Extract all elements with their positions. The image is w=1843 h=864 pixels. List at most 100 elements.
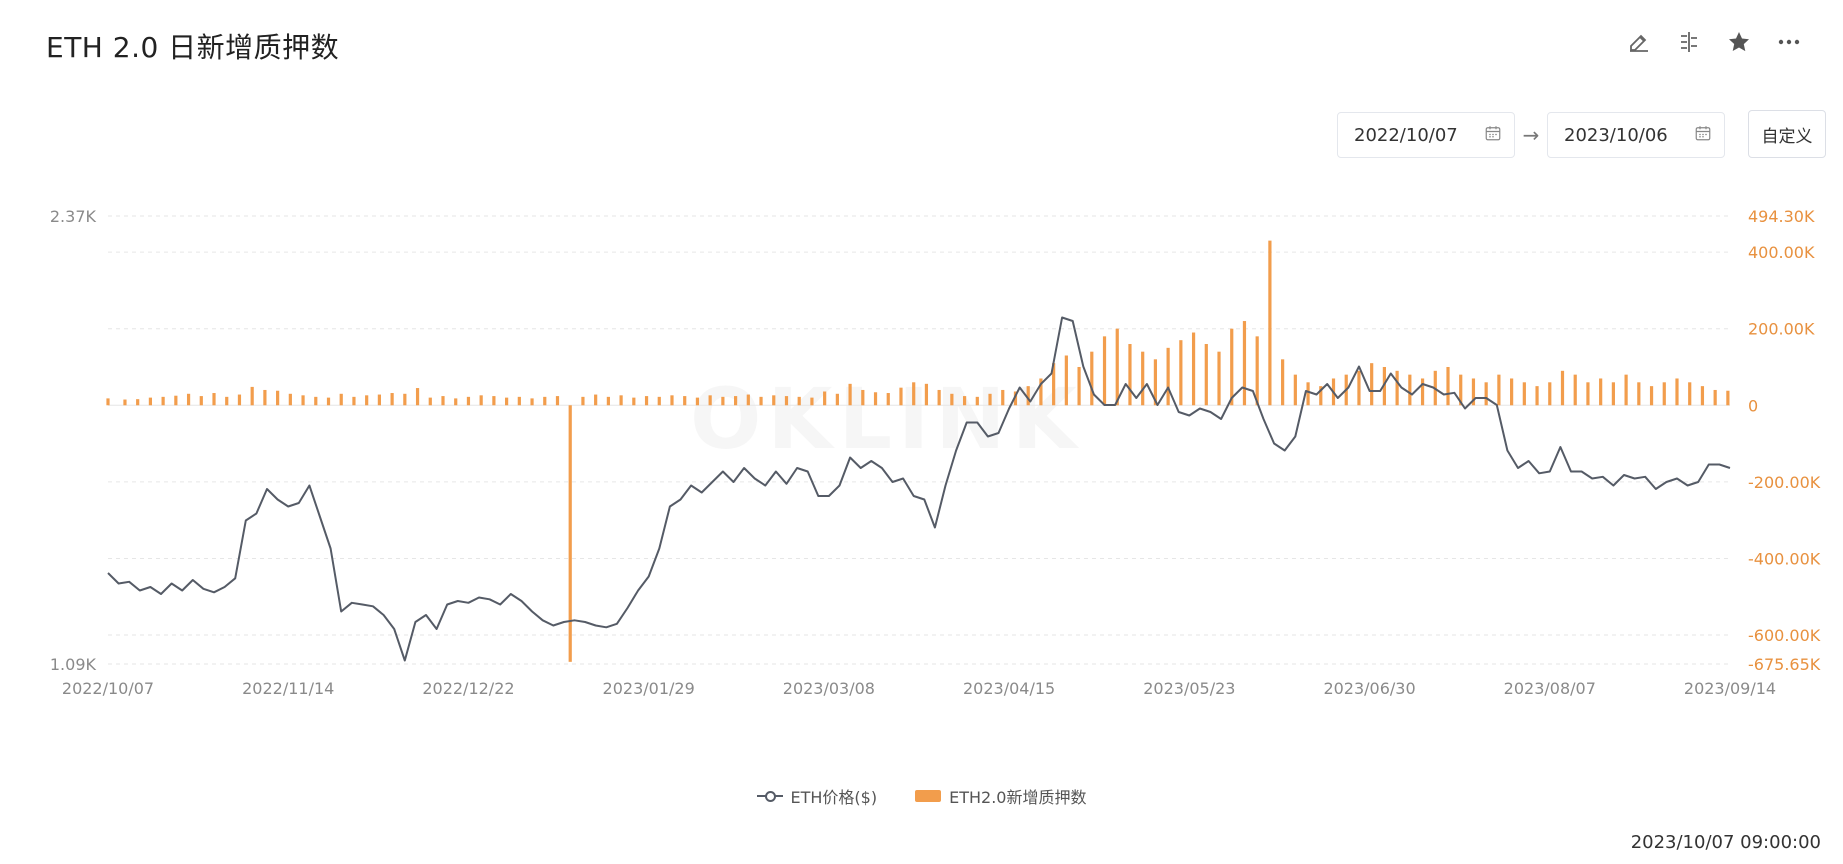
staking-bar — [1230, 328, 1234, 406]
staking-bar — [276, 390, 280, 406]
staking-bar — [1281, 359, 1285, 406]
staking-bar — [606, 396, 610, 406]
staking-bar — [1548, 382, 1552, 406]
star-icon[interactable] — [1725, 28, 1753, 56]
staking-bar — [174, 395, 178, 406]
staking-bar — [199, 396, 203, 406]
y-left-tick-label: 1.09K — [50, 655, 97, 674]
more-icon[interactable] — [1775, 28, 1803, 56]
staking-bar — [886, 393, 890, 406]
staking-bar — [975, 396, 979, 406]
staking-bar — [899, 387, 903, 406]
staking-bar — [1052, 363, 1056, 406]
staking-bar — [1090, 351, 1094, 406]
staking-bar — [873, 392, 878, 406]
staking-bar — [1510, 378, 1514, 406]
staking-bar — [1370, 363, 1374, 406]
staking-bar — [555, 396, 560, 406]
staking-bar — [784, 396, 789, 406]
staking-bar — [1624, 374, 1628, 406]
compare-icon[interactable] — [1675, 28, 1703, 56]
staking-bar — [212, 393, 216, 406]
staking-bar — [1713, 389, 1717, 406]
staking-bar — [1688, 382, 1692, 406]
start-date-value: 2022/10/07 — [1354, 124, 1458, 146]
staking-bar — [568, 405, 572, 662]
staking-bar — [950, 393, 954, 406]
staking-bar — [1726, 390, 1730, 406]
staking-bar — [594, 394, 598, 406]
staking-bar — [505, 397, 509, 406]
staking-bar — [428, 397, 432, 406]
staking-bar — [365, 395, 369, 406]
legend-label-price: ETH价格($) — [790, 788, 878, 807]
staking-bar — [1497, 374, 1501, 406]
legend-item-price[interactable]: ETH价格($) — [756, 784, 878, 808]
staking-bar — [263, 389, 267, 406]
staking-bar — [326, 397, 331, 406]
y-right-tick-label: -200.00K — [1748, 473, 1821, 492]
staking-bar — [1408, 374, 1412, 406]
staking-bar — [619, 395, 623, 406]
edit-icon[interactable] — [1625, 28, 1653, 56]
staking-bar — [466, 396, 471, 406]
staking-bar — [861, 389, 865, 406]
staking-bar — [530, 398, 534, 406]
x-tick-label: 2023/03/08 — [783, 679, 875, 698]
y-right-tick-label: -675.65K — [1748, 655, 1821, 674]
staking-bar — [797, 396, 801, 406]
staking-bar — [1204, 344, 1208, 406]
staking-bar — [670, 395, 674, 406]
start-date-input[interactable]: 2022/10/07 — [1337, 112, 1515, 158]
legend-item-staking[interactable]: ETH2.0新增质押数 — [915, 784, 1086, 808]
chart-toolbar — [1625, 28, 1803, 56]
staking-bar — [1675, 378, 1679, 406]
staking-bar — [835, 393, 839, 406]
staking-bar — [1459, 374, 1463, 406]
staking-bar — [136, 399, 140, 406]
staking-bar — [1039, 378, 1043, 406]
staking-bar — [1471, 378, 1476, 406]
staking-bar — [1420, 378, 1425, 406]
calendar-icon — [1484, 124, 1502, 147]
staking-bar — [708, 395, 712, 406]
staking-bar — [1115, 328, 1119, 406]
staking-bar — [1484, 382, 1488, 406]
staking-bar — [1026, 386, 1030, 406]
end-date-input[interactable]: 2023/10/06 — [1547, 112, 1725, 158]
staking-bar — [772, 395, 776, 406]
staking-bar — [988, 393, 992, 406]
custom-range-button[interactable]: 自定义 — [1748, 110, 1826, 158]
x-tick-label: 2023/04/15 — [963, 679, 1055, 698]
staking-bar — [581, 396, 585, 406]
staking-bar — [1522, 382, 1526, 406]
staking-bar — [823, 391, 827, 406]
x-tick-label: 2022/11/14 — [242, 679, 334, 698]
staking-bar — [1128, 344, 1132, 406]
staking-bar — [1001, 389, 1005, 406]
staking-bar — [492, 396, 496, 406]
staking-bar — [644, 396, 649, 406]
staking-bar — [1637, 382, 1641, 406]
staking-bar — [1166, 347, 1170, 406]
staking-bar — [250, 386, 254, 406]
staking-bar — [1662, 382, 1666, 406]
staking-bar — [352, 396, 356, 406]
line-series-icon — [756, 790, 783, 802]
staking-bar — [1357, 370, 1361, 406]
staking-bar — [1293, 374, 1297, 406]
x-tick-label: 2023/06/30 — [1323, 679, 1415, 698]
staking-bar — [543, 396, 547, 406]
arrow-right-icon: → — [1522, 123, 1540, 147]
staking-bar — [1573, 374, 1577, 406]
staking-bar — [301, 395, 305, 406]
y-right-tick-label: -600.00K — [1748, 626, 1821, 645]
staking-bar — [1013, 391, 1018, 406]
staking-bar — [403, 393, 407, 406]
staking-bar — [810, 397, 814, 406]
staking-bar — [848, 383, 852, 406]
end-date-value: 2023/10/06 — [1564, 124, 1668, 146]
staking-bar — [1319, 386, 1323, 406]
staking-bar — [479, 395, 483, 406]
staking-bar — [454, 398, 458, 406]
